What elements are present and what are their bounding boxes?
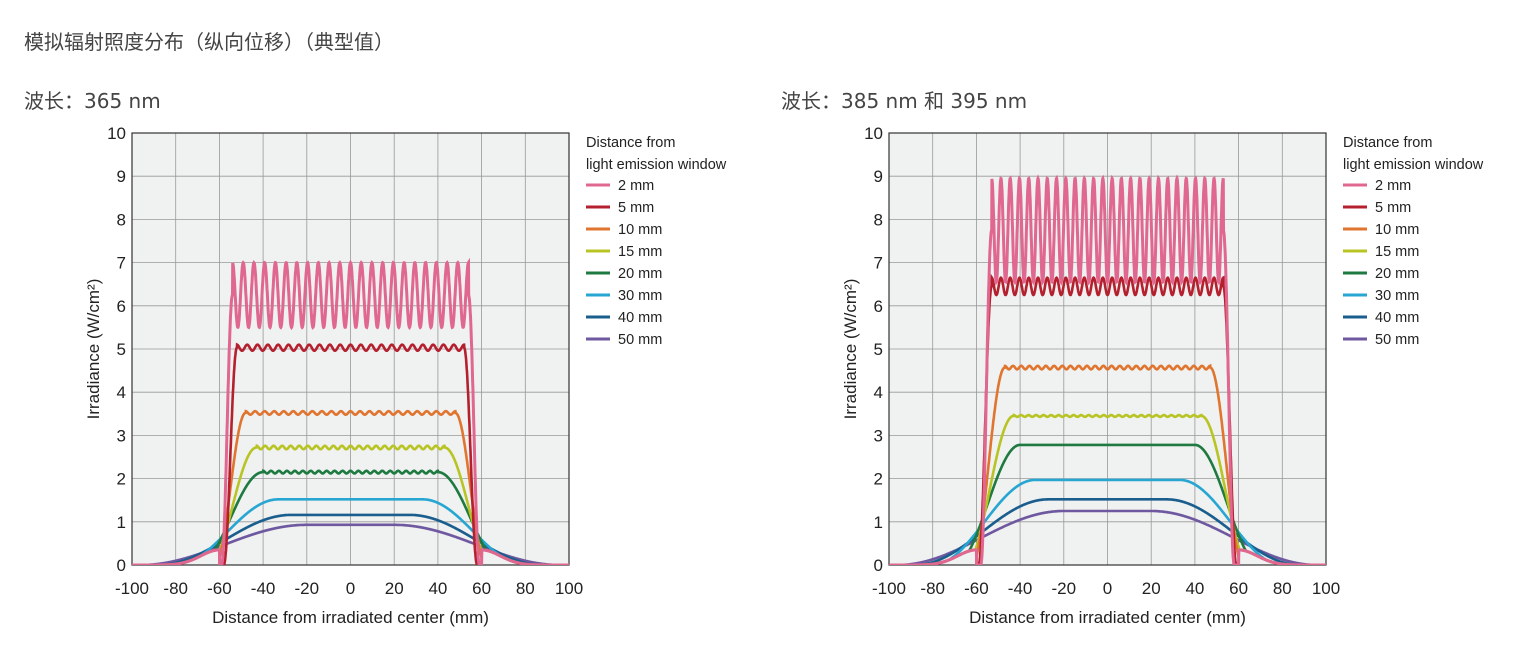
- plot-border: [131, 132, 570, 566]
- legend-title: light emission window: [1343, 157, 1484, 173]
- x-tick-label: 80: [516, 579, 535, 598]
- chart-title-365: 波长：365 nm: [24, 89, 161, 113]
- series-line-2mm: [132, 257, 569, 565]
- chart-title-385-395: 波长：385 nm 和 395 nm: [781, 89, 1028, 113]
- legend-label: 5 mm: [618, 200, 654, 216]
- y-tick-label: 8: [117, 210, 126, 229]
- x-tick-label: -80: [920, 579, 945, 598]
- legend-title: Distance from: [586, 135, 675, 151]
- y-tick-label: 3: [874, 426, 883, 445]
- x-tick-label: -60: [964, 579, 989, 598]
- y-tick-label: 5: [874, 340, 883, 359]
- x-tick-label: 60: [472, 579, 491, 598]
- legend-label: 30 mm: [1375, 288, 1419, 304]
- y-tick-label: 9: [874, 167, 883, 186]
- x-tick-label: -100: [872, 579, 906, 598]
- x-tick-label: 0: [1103, 579, 1112, 598]
- legend-title: light emission window: [586, 157, 727, 173]
- x-tick-label: -40: [251, 579, 276, 598]
- y-tick-label: 2: [874, 470, 883, 489]
- x-tick-label: 0: [346, 579, 355, 598]
- y-tick-label: 6: [874, 297, 883, 316]
- series-line-30mm: [889, 478, 1326, 565]
- y-tick-label: 7: [117, 254, 126, 273]
- x-tick-label: 100: [555, 579, 583, 598]
- legend-label: 10 mm: [1375, 222, 1419, 238]
- series-line-40mm: [889, 498, 1326, 565]
- legend-title: Distance from: [1343, 135, 1432, 151]
- legend-label: 40 mm: [618, 310, 662, 326]
- x-tick-label: -20: [295, 579, 320, 598]
- x-tick-label: 40: [1185, 579, 1204, 598]
- y-tick-label: 1: [117, 513, 126, 532]
- x-tick-label: 20: [1142, 579, 1161, 598]
- y-tick-label: 5: [117, 340, 126, 359]
- legend-label: 20 mm: [1375, 266, 1419, 282]
- y-tick-label: 7: [874, 254, 883, 273]
- x-tick-label: -60: [207, 579, 232, 598]
- legend-label: 50 mm: [1375, 332, 1419, 348]
- x-tick-label: 40: [428, 579, 447, 598]
- chart-365nm: -100 -80 -60 -40 -20 0 20 40 60 80 100 0 1 2 3 4 5 6 7 8 9 10…: [84, 124, 727, 627]
- y-tick-label: 3: [117, 426, 126, 445]
- y-tick-label: 9: [117, 167, 126, 186]
- x-axis-label: Distance from irradiated center (mm): [212, 608, 489, 627]
- plot-border: [888, 132, 1327, 566]
- x-tick-label: 100: [1312, 579, 1340, 598]
- legend-label: 30 mm: [618, 288, 662, 304]
- legend-label: 10 mm: [618, 222, 662, 238]
- legend-label: 2 mm: [618, 178, 654, 194]
- legend-label: 40 mm: [1375, 310, 1419, 326]
- y-tick-label: 8: [874, 210, 883, 229]
- x-tick-label: -20: [1052, 579, 1077, 598]
- x-tick-label: 20: [385, 579, 404, 598]
- x-tick-label: -80: [163, 579, 188, 598]
- y-tick-label: 10: [107, 124, 126, 143]
- x-tick-label: 80: [1273, 579, 1292, 598]
- y-tick-label: 0: [874, 556, 883, 575]
- legend-label: 50 mm: [618, 332, 662, 348]
- y-tick-label: 0: [117, 556, 126, 575]
- x-tick-label: 60: [1229, 579, 1248, 598]
- y-tick-label: 10: [864, 124, 883, 143]
- legend-label: 2 mm: [1375, 178, 1411, 194]
- x-axis-label: Distance from irradiated center (mm): [969, 608, 1246, 627]
- y-axis-label: Irradiance (W/cm²): [841, 279, 860, 420]
- y-axis-label: Irradiance (W/cm²): [84, 279, 103, 420]
- legend-label: 15 mm: [618, 244, 662, 260]
- page-title: 模拟辐射照度分布（纵向位移）（典型值）: [24, 30, 394, 54]
- y-tick-label: 1: [874, 513, 883, 532]
- x-tick-label: -40: [1008, 579, 1033, 598]
- x-tick-label: -100: [115, 579, 149, 598]
- y-tick-label: 6: [117, 297, 126, 316]
- legend-label: 5 mm: [1375, 200, 1411, 216]
- legend-label: 20 mm: [618, 266, 662, 282]
- chart-385-395nm: -100 -80 -60 -40 -20 0 20 40 60 80 100 0 1 2 3 4 5 6 7 8 9 10…: [841, 124, 1484, 627]
- y-tick-label: 2: [117, 470, 126, 489]
- series-line-2mm: [889, 174, 1326, 565]
- legend-label: 15 mm: [1375, 244, 1419, 260]
- y-tick-label: 4: [117, 383, 126, 402]
- y-tick-label: 4: [874, 383, 883, 402]
